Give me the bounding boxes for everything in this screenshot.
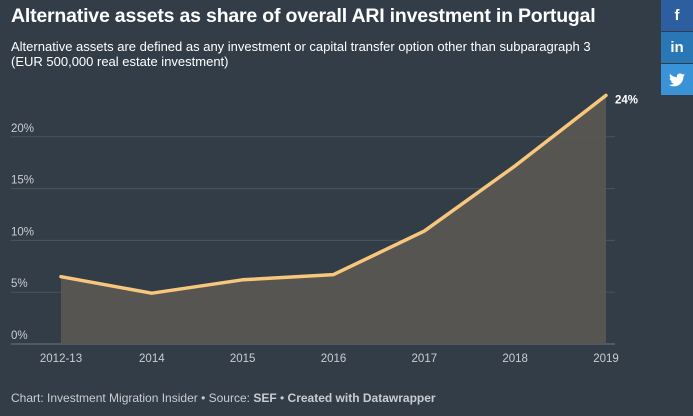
area-fill [61, 95, 606, 345]
series-line [59, 93, 608, 295]
x-tick-label: 2018 [502, 353, 528, 365]
linkedin-share-button[interactable]: in [661, 32, 693, 63]
y-axis-ticks: 0% 5% 10% 15% 20% [11, 123, 34, 342]
linkedin-icon: in [670, 39, 684, 56]
facebook-icon: f [674, 7, 680, 24]
y-tick-label: 20% [11, 123, 34, 135]
twitter-icon [669, 72, 685, 86]
share-bar: f in [661, 0, 693, 96]
x-tick-label: 2019 [593, 353, 619, 365]
footer-source: SEF [253, 391, 277, 405]
x-tick-label: 2014 [139, 353, 165, 365]
chart-title: Alternative assets as share of overall A… [11, 5, 596, 27]
end-value-label: 24% [615, 94, 638, 106]
chart-subtitle: Alternative assets are defined as any in… [11, 39, 591, 69]
footer-datawrapper: Created with Datawrapper [287, 391, 436, 405]
x-tick-label: 2015 [230, 353, 256, 365]
x-axis-ticks: 2012-13 2014 2015 2016 2017 2018 2019 [40, 353, 619, 365]
x-tick-label: 2016 [321, 353, 347, 365]
footer-separator: • [276, 391, 288, 405]
x-tick-label: 2017 [412, 353, 438, 365]
x-tick-label: 2012-13 [40, 353, 82, 365]
y-tick-label: 5% [11, 278, 28, 290]
facebook-share-button[interactable]: f [661, 0, 693, 31]
y-tick-label: 0% [11, 330, 28, 342]
chart-footer: Chart: Investment Migration Insider • So… [11, 391, 436, 405]
twitter-share-button[interactable] [661, 64, 693, 95]
y-tick-label: 10% [11, 226, 34, 238]
y-tick-label: 15% [11, 175, 34, 187]
footer-credit: Chart: Investment Migration Insider • So… [11, 391, 254, 405]
